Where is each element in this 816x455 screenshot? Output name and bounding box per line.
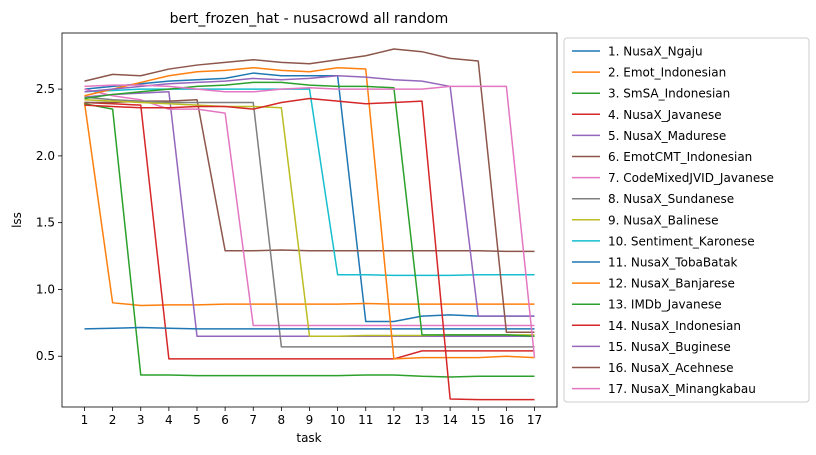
x-tick-label: 17: [527, 413, 542, 427]
x-tick-label: 16: [499, 413, 514, 427]
series-line-4: [84, 101, 535, 360]
legend: 1. NusaX_Ngaju 2. Emot_Indonesian 3. SmSA_…: [563, 37, 810, 403]
series-line-6: [84, 99, 535, 253]
series-line-8: [84, 96, 535, 348]
x-axis-label: task: [296, 431, 321, 445]
legend-label-8: 8. NusaX_Sundanese: [608, 192, 734, 206]
legend-label-17: 17. NusaX_Minangkabau: [608, 382, 756, 396]
legend-label-10: 10. Sentiment_Karonese: [608, 234, 755, 248]
legend-label-4: 4. NusaX_Javanese: [608, 108, 722, 122]
legend-label-6: 6. EmotCMT_Indonesian: [608, 150, 752, 164]
series-line-3: [84, 103, 535, 378]
x-tick-label: 11: [358, 413, 373, 427]
series-line-17: [84, 84, 536, 358]
y-tick-label: 1.0: [36, 282, 55, 296]
x-tick-label: 4: [165, 413, 173, 427]
x-tick-label: 6: [221, 413, 229, 427]
legend-label-2: 2. Emot_Indonesian: [608, 66, 726, 80]
legend-label-12: 12. NusaX_Banjarese: [608, 277, 735, 291]
series-line-10: [84, 88, 535, 277]
x-tick-label: 13: [414, 413, 429, 427]
legend-label-7: 7. CodeMixedJVID_Javanese: [608, 171, 774, 185]
y-tick-label: 0.5: [36, 349, 55, 363]
legend-label-5: 5. NusaX_Madurese: [608, 129, 726, 143]
series-line-2: [83, 102, 535, 307]
y-axis-label: lss: [10, 212, 24, 228]
x-tick-label: 2: [109, 413, 117, 427]
series-line-15: [84, 74, 535, 317]
legend-label-11: 11. NusaX_TobaBatak: [608, 256, 738, 270]
x-tick-label: 9: [306, 413, 314, 427]
x-axis-ticks: 1 2 3 4 5 6 7 8 9 10 11 12 13 14 15 16 17: [81, 407, 542, 427]
x-tick-label: 5: [193, 413, 201, 427]
series-line-12: [84, 66, 535, 360]
legend-label-13: 13. IMDb_Javanese: [608, 298, 722, 312]
x-tick-label: 15: [471, 413, 486, 427]
series-line-1: [84, 72, 535, 323]
series-line-16: [84, 48, 535, 333]
series-lines: [83, 48, 536, 401]
x-tick-label: 10: [330, 413, 345, 427]
legend-label-16: 16. NusaX_Acehnese: [608, 361, 734, 375]
chart-title: bert_frozen_hat - nusacrowd all random: [170, 11, 449, 27]
y-tick-label: 2.0: [36, 149, 55, 163]
legend-label-15: 15. NusaX_Buginese: [608, 340, 731, 354]
x-tick-label: 8: [278, 413, 286, 427]
x-tick-label: 12: [386, 413, 401, 427]
x-tick-label: 1: [81, 413, 89, 427]
series-line-14: [84, 97, 535, 401]
legend-label-3: 3. SmSA_Indonesian: [608, 87, 730, 101]
legend-label-14: 14. NusaX_Indonesian: [608, 319, 741, 333]
legend-label-1: 1. NusaX_Ngaju: [608, 45, 703, 59]
series-line-11: [84, 326, 535, 330]
series-line-13: [84, 81, 535, 337]
y-tick-label: 1.5: [36, 216, 55, 230]
legend-label-9: 9. NusaX_Balinese: [608, 213, 719, 227]
x-tick-label: 3: [137, 413, 145, 427]
y-axis-ticks: 0.5 1.0 1.5 2.0 2.5: [36, 82, 62, 363]
x-tick-label: 7: [249, 413, 257, 427]
x-tick-label: 14: [442, 413, 457, 427]
series-line-7: [84, 88, 535, 327]
plot-frame: [61, 32, 558, 408]
y-tick-label: 2.5: [36, 82, 55, 96]
legend-frame: [563, 37, 810, 403]
